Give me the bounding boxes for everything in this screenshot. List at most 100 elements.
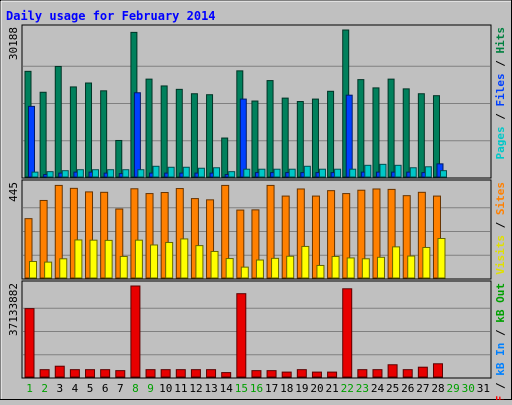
bar-hits-pages-day-10 — [167, 166, 175, 178]
legend-kbytes: kB F / kB In / kB Out — [494, 283, 507, 400]
bar-hits-pages-day-8 — [137, 169, 145, 178]
bar-hits-hits-day-19 — [296, 101, 304, 178]
bar-kbytes-kb-f-day-2 — [39, 369, 50, 378]
day-label-12: 12 — [189, 382, 202, 395]
bar-visits-sites-day-23 — [357, 189, 366, 279]
bar-kbytes-kb-f-day-6 — [100, 369, 111, 378]
bar-kbytes-kb-f-day-28 — [432, 363, 443, 378]
bar-hits-pages-day-11 — [182, 166, 190, 178]
bar-kbytes-kb-f-day-9 — [145, 369, 156, 378]
legend-entry: kB Out — [494, 283, 507, 323]
panel-area-kbytes — [21, 280, 492, 379]
bar-visits-sites-day-8 — [130, 188, 139, 279]
bar-kbytes-kb-f-day-24 — [372, 369, 383, 378]
bar-visits-sites-day-27 — [417, 191, 426, 279]
day-label-29: 29 — [447, 382, 460, 395]
bar-kbytes-kb-f-day-4 — [69, 369, 80, 378]
legend-entry: / — [494, 107, 507, 127]
bar-kbytes-kb-f-day-5 — [85, 369, 96, 378]
bar-visits-sites-day-12 — [190, 198, 199, 279]
day-label-4: 4 — [72, 382, 79, 395]
bar-visits-sites-day-22 — [342, 193, 351, 279]
bar-visits-visits-day-20 — [316, 264, 325, 279]
bar-hits-hits-day-16 — [251, 100, 259, 178]
day-label-16: 16 — [250, 382, 263, 395]
bar-visits-visits-day-11 — [180, 238, 189, 279]
bar-visits-visits-day-17 — [271, 257, 280, 279]
bar-hits-pages-day-13 — [213, 167, 221, 178]
bar-kbytes-kb-f-day-15 — [236, 293, 247, 378]
bar-visits-sites-day-15 — [236, 209, 245, 279]
legend-visits: Visits / Sites — [494, 182, 507, 275]
bar-visits-sites-day-24 — [372, 188, 381, 279]
bar-visits-visits-day-24 — [376, 256, 385, 279]
day-label-24: 24 — [371, 382, 385, 395]
day-label-15: 15 — [235, 382, 248, 395]
bar-visits-visits-day-12 — [195, 245, 204, 279]
bar-kbytes-kb-f-day-14 — [221, 372, 232, 378]
bar-visits-visits-day-10 — [165, 241, 174, 279]
day-label-6: 6 — [102, 382, 109, 395]
bar-visits-visits-day-13 — [210, 250, 219, 279]
day-label-23: 23 — [356, 382, 369, 395]
bar-hits-pages-day-16 — [258, 168, 266, 178]
bar-visits-visits-day-7 — [119, 255, 128, 279]
bar-visits-sites-day-6 — [100, 191, 109, 279]
bar-visits-visits-day-22 — [346, 257, 355, 279]
day-label-8: 8 — [132, 382, 139, 395]
bar-hits-pages-day-5 — [92, 169, 100, 178]
bar-hits-pages-day-2 — [46, 171, 54, 178]
bar-hits-files-day-1 — [28, 105, 35, 178]
bar-hits-pages-day-20 — [318, 168, 326, 178]
bar-kbytes-kb-f-day-13 — [206, 369, 217, 378]
y-max-label-hits: 30188 — [7, 27, 20, 60]
bar-hits-pages-day-18 — [288, 168, 296, 178]
legend-entry: / — [494, 376, 507, 396]
bar-hits-hits-day-20 — [311, 98, 319, 178]
bar-kbytes-kb-f-day-8 — [130, 285, 141, 378]
y-max-label-kbytes: 37133882 — [7, 283, 20, 336]
bar-visits-visits-day-2 — [44, 261, 53, 279]
day-label-20: 20 — [310, 382, 323, 395]
bar-kbytes-kb-f-day-3 — [54, 365, 65, 378]
bar-visits-visits-day-6 — [104, 239, 113, 279]
bar-visits-sites-day-13 — [206, 199, 215, 279]
legend-entry: Sites — [494, 182, 507, 215]
bar-kbytes-kb-f-day-10 — [160, 369, 171, 378]
day-label-21: 21 — [326, 382, 339, 395]
day-label-14: 14 — [220, 382, 234, 395]
legend-entry: Hits — [494, 27, 507, 54]
bar-visits-visits-day-19 — [301, 245, 310, 279]
legend-entry: Visits — [494, 235, 507, 275]
bar-kbytes-kb-f-day-27 — [417, 366, 428, 378]
legend-entry: / — [494, 54, 507, 74]
bar-hits-hits-day-18 — [281, 97, 289, 178]
day-label-22: 22 — [341, 382, 354, 395]
bar-visits-sites-day-17 — [266, 184, 275, 279]
bar-hits-hits-day-3 — [54, 65, 62, 178]
bar-visits-visits-day-25 — [392, 246, 401, 279]
bar-kbytes-kb-f-day-21 — [327, 371, 338, 378]
chart-title: Daily usage for February 2014 — [6, 9, 216, 23]
day-label-5: 5 — [87, 382, 94, 395]
series-sites — [24, 184, 441, 279]
series-visits — [29, 238, 446, 279]
bar-kbytes-kb-f-day-20 — [311, 371, 322, 378]
bar-visits-visits-day-18 — [286, 255, 295, 279]
bar-hits-hits-day-4 — [69, 86, 77, 178]
panel-hits: 30188 Pages / Files / Hits — [7, 24, 507, 179]
bar-visits-sites-day-26 — [402, 195, 411, 279]
bar-hits-files-day-8 — [133, 92, 141, 178]
bar-hits-hits-day-2 — [39, 91, 47, 178]
bar-hits-hits-day-9 — [145, 78, 153, 178]
day-label-1: 1 — [26, 382, 33, 395]
bar-visits-sites-day-20 — [311, 195, 320, 279]
bar-hits-hits-day-17 — [266, 80, 274, 178]
bar-kbytes-kb-f-day-23 — [357, 369, 368, 378]
legend-entry: Files — [494, 73, 507, 106]
panel-kbytes: 37133882 kB F / kB In / kB Out — [7, 280, 507, 405]
bar-kbytes-kb-f-day-25 — [387, 364, 398, 378]
bar-hits-hits-day-25 — [387, 78, 395, 178]
bar-hits-pages-day-21 — [334, 168, 342, 178]
